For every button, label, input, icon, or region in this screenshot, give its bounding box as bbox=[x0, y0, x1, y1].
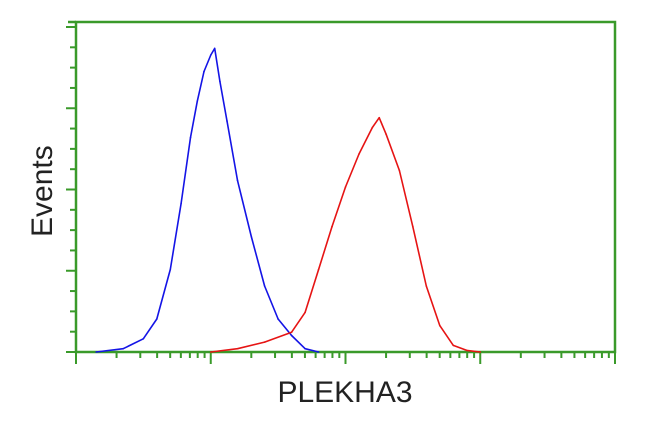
data-point bbox=[317, 351, 320, 353]
data-point bbox=[371, 126, 374, 129]
data-point bbox=[122, 347, 124, 350]
x-axis-label: PLEKHA3 bbox=[277, 376, 413, 409]
data-point bbox=[277, 318, 279, 320]
data-point bbox=[209, 351, 212, 353]
data-point bbox=[317, 268, 320, 271]
data-point bbox=[213, 47, 216, 50]
data-point bbox=[250, 235, 253, 238]
data-point bbox=[236, 179, 239, 182]
data-point bbox=[304, 347, 306, 350]
data-point bbox=[263, 341, 266, 343]
data-point bbox=[344, 186, 347, 188]
data-point bbox=[304, 311, 306, 314]
data-point bbox=[95, 351, 97, 353]
data-point bbox=[439, 324, 441, 327]
data-point bbox=[189, 136, 192, 139]
data-point bbox=[465, 349, 468, 352]
data-point bbox=[226, 120, 228, 122]
data-point bbox=[169, 268, 172, 271]
data-point bbox=[290, 334, 293, 337]
data-point bbox=[479, 351, 482, 353]
data-point bbox=[412, 225, 414, 228]
data-point bbox=[219, 80, 221, 83]
data-point bbox=[263, 285, 266, 287]
data-point bbox=[236, 347, 239, 350]
data-point bbox=[142, 338, 145, 340]
data-point bbox=[452, 344, 455, 347]
data-point bbox=[358, 153, 360, 155]
data-point bbox=[385, 133, 387, 135]
data-point bbox=[203, 70, 205, 73]
y-axis-label: Events bbox=[26, 145, 59, 237]
data-point bbox=[331, 225, 333, 228]
data-point bbox=[398, 169, 401, 172]
data-point bbox=[425, 285, 428, 287]
data-point bbox=[156, 318, 158, 320]
series-line-0 bbox=[96, 47, 319, 353]
data-point bbox=[378, 116, 381, 119]
data-point bbox=[196, 100, 199, 102]
data-point bbox=[290, 331, 293, 334]
data-point bbox=[209, 54, 212, 56]
data-point bbox=[180, 202, 182, 205]
